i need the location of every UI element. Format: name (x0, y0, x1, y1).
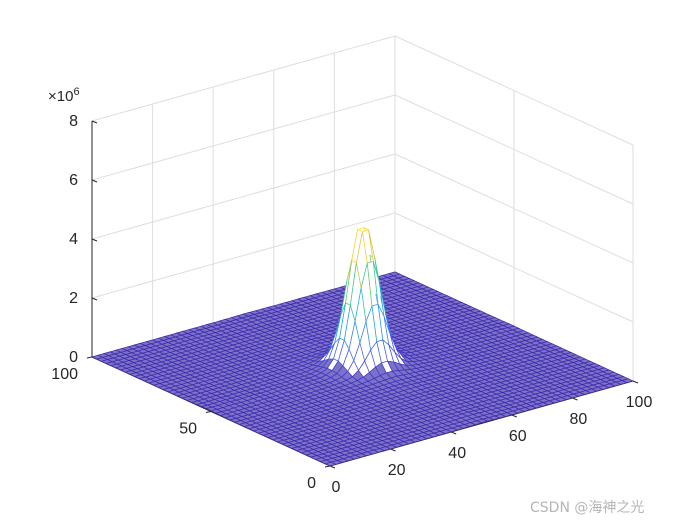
grid-line-zx-1 (91, 212, 396, 299)
y-tick-label-2: 100 (51, 366, 78, 383)
grid-line-zx-4 (91, 35, 396, 122)
grid-line-zy-4 (394, 35, 634, 146)
mesh-cell (621, 378, 635, 383)
z-tick-mark-3 (91, 179, 98, 183)
y-tick-mark-2 (86, 356, 93, 359)
z-multiplier-label: ×106 (48, 86, 80, 105)
watermark: CSDN @海神之光 (530, 500, 644, 516)
x-tick-label-3: 60 (509, 428, 527, 445)
x-tick-mark-5 (632, 380, 639, 384)
y-tick-label-0: 0 (307, 475, 316, 492)
y-tick-mark-1 (205, 411, 212, 413)
z-tick-mark-2 (91, 238, 98, 242)
grid-line-zx-3 (91, 94, 396, 181)
x-tick-label-5: 100 (626, 394, 653, 411)
x-tick-label-1: 20 (388, 462, 406, 479)
x-tick-label-0: 0 (332, 479, 341, 496)
z-tick-label-1: 2 (69, 290, 78, 307)
x-tick-mark-2 (451, 431, 457, 435)
y-tick-mark-0 (324, 465, 331, 468)
z-tick-mark-4 (91, 120, 98, 124)
grid-line-zy-3 (394, 94, 634, 205)
z-tick-label-3: 6 (69, 172, 78, 189)
z-tick-label-0: 0 (69, 349, 78, 366)
x-tick-label-4: 80 (570, 411, 588, 428)
surface-mesh (90, 227, 635, 467)
z-tick-label-2: 4 (69, 231, 78, 248)
z-tick-mark-1 (91, 297, 98, 301)
y-tick-label-1: 50 (179, 421, 197, 438)
x-tick-label-2: 40 (448, 445, 466, 462)
grid-line-zy-2 (394, 153, 634, 264)
x-tick-mark-0 (329, 465, 336, 469)
x-tick-mark-3 (511, 414, 517, 418)
grid-line-zx-2 (91, 153, 396, 240)
x-tick-mark-1 (390, 448, 396, 452)
grid-line-zy-1 (394, 212, 634, 323)
z-tick-label-4: 8 (69, 113, 78, 130)
x-tick-mark-4 (572, 397, 578, 401)
